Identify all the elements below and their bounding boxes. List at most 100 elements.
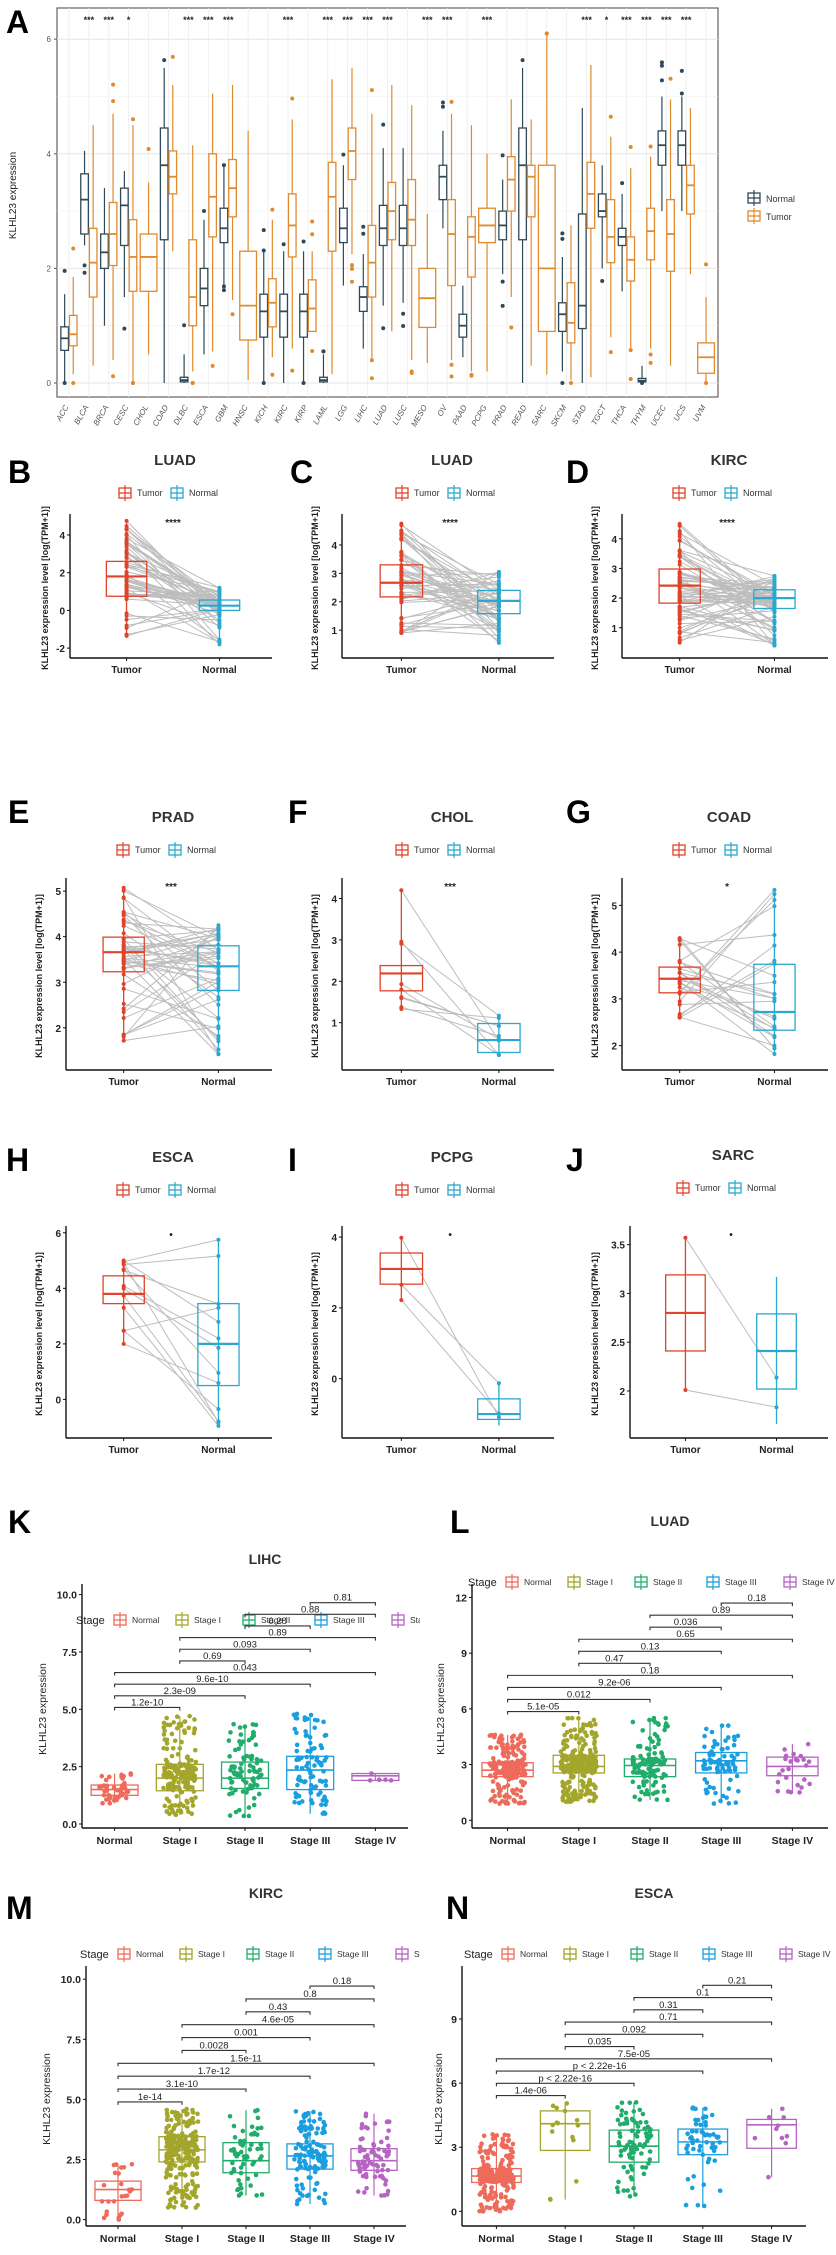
- data-point: [174, 1794, 179, 1799]
- box-tumor-skcm: [567, 283, 575, 343]
- data-point: [384, 2178, 389, 2183]
- data-point: [321, 2120, 326, 2125]
- outlier-point: [83, 271, 87, 275]
- data-point: [577, 1795, 582, 1800]
- data-point: [713, 1791, 718, 1796]
- box-normal-blca: [81, 174, 89, 234]
- y-tick-label: 0: [331, 1375, 337, 1386]
- data-point: [360, 2147, 365, 2152]
- data-point: [732, 1743, 737, 1748]
- tumor-point: [399, 582, 403, 586]
- data-point: [249, 2143, 254, 2148]
- x-tick-label: Normal: [490, 1835, 526, 1847]
- box-normal-lihc: [359, 287, 367, 312]
- data-point: [303, 1729, 308, 1734]
- outlier-point: [122, 327, 126, 331]
- data-point: [684, 2203, 689, 2208]
- x-tick-label: Stage II: [631, 1835, 668, 1847]
- outlier-point: [310, 220, 314, 224]
- box-tumor-thym: [647, 208, 655, 260]
- normal-point: [216, 933, 220, 937]
- significance-label: ***: [203, 15, 214, 25]
- data-point: [359, 2137, 364, 2142]
- data-point: [591, 1782, 596, 1787]
- data-point: [492, 2135, 497, 2140]
- normal-point: [772, 892, 776, 896]
- normal-point: [772, 627, 776, 631]
- legend-label-normal: Normal: [132, 1615, 160, 1625]
- data-point: [369, 2150, 374, 2155]
- data-point: [507, 2175, 512, 2180]
- data-point: [371, 2142, 376, 2147]
- data-point: [166, 2205, 171, 2210]
- data-point: [492, 2142, 497, 2147]
- data-point: [169, 2185, 174, 2190]
- data-point: [379, 2140, 384, 2145]
- data-point: [699, 2130, 704, 2135]
- data-point: [169, 2129, 174, 2134]
- y-tick-label: 2.5: [62, 1762, 77, 1774]
- p-value-label: 0.13: [641, 1641, 660, 1652]
- data-point: [232, 2169, 237, 2174]
- data-point: [696, 2203, 701, 2208]
- data-point: [183, 2155, 188, 2160]
- data-point: [305, 1717, 310, 1722]
- data-point: [293, 2153, 298, 2158]
- data-point: [489, 1745, 494, 1750]
- y-tick-label: 5.0: [62, 1704, 77, 1716]
- data-point: [569, 1734, 574, 1739]
- data-point: [631, 1720, 636, 1725]
- data-point: [356, 2161, 361, 2166]
- x-tick-label: UVM: [691, 403, 708, 423]
- tumor-point: [125, 562, 129, 566]
- tumor-point: [678, 539, 682, 543]
- data-point: [777, 1772, 782, 1777]
- x-tick-label: OV: [435, 403, 449, 418]
- data-point: [296, 1777, 301, 1782]
- x-tick-label: GBM: [213, 403, 230, 424]
- p-value-label: 0.8: [303, 1989, 316, 2000]
- outlier-point: [441, 100, 445, 104]
- box-normal-ov: [439, 165, 447, 199]
- data-point: [231, 1764, 236, 1769]
- tumor-point: [678, 1012, 682, 1016]
- data-point: [166, 2191, 171, 2196]
- data-point: [656, 1721, 661, 1726]
- p-value-label: 0.18: [748, 1593, 767, 1604]
- normal-point: [772, 1014, 776, 1018]
- data-point: [317, 2195, 322, 2200]
- outlier-point: [560, 381, 564, 385]
- tumor-point: [125, 551, 129, 555]
- tumor-point: [122, 1039, 126, 1043]
- data-point: [312, 1725, 317, 1730]
- data-point: [634, 1770, 639, 1775]
- data-point: [587, 1789, 592, 1794]
- outlier-point: [381, 326, 385, 330]
- normal-point: [497, 618, 501, 622]
- panel-letter-l: L: [450, 1504, 470, 1541]
- tumor-point: [399, 558, 403, 562]
- normal-point: [216, 954, 220, 958]
- tumor-point: [122, 1306, 126, 1310]
- outlier-point: [182, 323, 186, 327]
- data-point: [310, 1801, 315, 1806]
- panel-letter-d: D: [566, 454, 589, 491]
- data-point: [510, 1744, 515, 1749]
- outlier-point: [450, 363, 454, 367]
- significance-label: ****: [442, 518, 458, 529]
- tumor-point: [125, 554, 129, 558]
- data-point: [663, 1724, 668, 1729]
- y-tick-label: 2.5: [611, 1338, 625, 1349]
- y-tick-label: 2.5: [66, 2155, 81, 2167]
- data-point: [646, 2161, 651, 2166]
- data-point: [130, 2162, 135, 2167]
- tumor-point: [678, 1002, 682, 1006]
- normal-point: [216, 1048, 220, 1052]
- normal-point: [497, 597, 501, 601]
- pair-line: [124, 1344, 219, 1383]
- box-normal-gbm: [220, 208, 228, 242]
- data-point: [519, 1795, 524, 1800]
